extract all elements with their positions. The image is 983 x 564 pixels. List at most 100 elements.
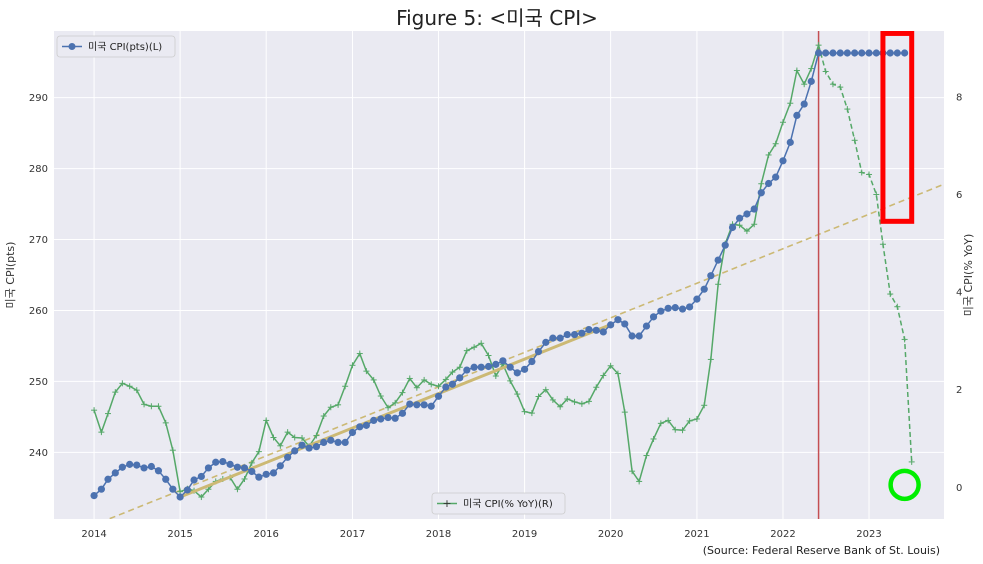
level-point: [614, 316, 622, 324]
legend-yoy-marker: +: [442, 497, 451, 510]
level-point: [779, 157, 787, 165]
x-tick-label: 2016: [253, 529, 278, 540]
level-point: [786, 138, 794, 146]
legend-yoy: + 미국 CPI(% YoY)(R): [431, 492, 566, 515]
level-point: [851, 49, 859, 57]
yoy-point: [629, 468, 636, 475]
level-point: [671, 304, 679, 312]
level-point: [563, 330, 571, 339]
legend-yoy-label: 미국 CPI(% YoY)(R): [463, 498, 553, 510]
level-point: [599, 328, 607, 336]
yoy-point: [299, 434, 306, 441]
level-point: [858, 49, 866, 57]
yoy-point: [413, 384, 420, 391]
yoy-point: [578, 400, 585, 407]
yoy-point: [234, 486, 241, 493]
level-point: [642, 322, 651, 330]
yoy-point: [837, 84, 844, 91]
level-point: [284, 453, 292, 461]
yoy-point: [743, 228, 750, 235]
plot-area: [54, 31, 944, 519]
level-point: [893, 49, 901, 57]
level-point: [427, 402, 435, 410]
right-tick-label: 8: [956, 92, 962, 103]
yoy-point: [335, 401, 342, 408]
yoy-point: [693, 415, 700, 422]
level-point: [542, 338, 550, 346]
level-point: [276, 462, 284, 470]
yoy-point: [356, 350, 363, 357]
level-point: [456, 374, 464, 382]
level-point: [721, 241, 729, 249]
level-point: [97, 485, 105, 493]
x-tick-label: 2014: [81, 529, 106, 540]
level-point: [298, 441, 306, 449]
yoy-point: [291, 434, 298, 441]
yoy-point: [686, 417, 693, 424]
yoy-point: [112, 389, 119, 396]
source-note: (Source: Federal Reserve Bank of St. Lou…: [703, 544, 940, 557]
legend-level: 미국 CPI(pts)(L): [56, 35, 176, 58]
level-point: [657, 307, 665, 315]
level-point: [707, 272, 715, 280]
level-point: [872, 49, 880, 57]
level-point: [693, 295, 701, 303]
yoy-point: [421, 376, 428, 383]
yoy-point: [521, 408, 528, 415]
left-tick-label: 280: [29, 164, 48, 175]
yoy-point: [428, 381, 435, 388]
x-tick-label: 2022: [770, 529, 795, 540]
yoy-point: [866, 171, 873, 178]
yoy-point: [887, 291, 894, 298]
level-point: [320, 438, 328, 446]
x-tick-label: 2020: [598, 529, 623, 540]
yoy-point: [665, 417, 672, 424]
yoy-point: [542, 386, 549, 393]
yoy-point: [255, 448, 262, 455]
level-point: [312, 443, 321, 451]
level-point: [406, 400, 414, 408]
level-point: [836, 49, 844, 57]
level-point: [341, 438, 349, 446]
yoy-point: [873, 191, 880, 198]
yoy-point: [485, 352, 492, 359]
yoy-point: [104, 410, 111, 417]
level-point: [728, 223, 737, 232]
yoy-point: [327, 404, 334, 411]
level-point: [484, 362, 493, 371]
yoy-point: [736, 222, 743, 229]
x-tick-label: 2017: [340, 529, 365, 540]
level-point: [477, 363, 485, 371]
yoy-point: [514, 391, 521, 398]
yoy-point: [442, 376, 449, 383]
yoy-point: [829, 81, 836, 88]
yoy-point: [571, 398, 578, 405]
yoy-point: [657, 420, 664, 427]
level-point: [901, 49, 909, 57]
level-point: [743, 210, 751, 218]
x-tick-label: 2018: [426, 529, 451, 540]
level-point: [420, 401, 428, 409]
level-point: [664, 304, 672, 312]
level-point: [190, 476, 198, 484]
yoy-point: [507, 377, 514, 384]
yoy-point: [119, 380, 126, 387]
level-point: [356, 423, 364, 431]
yoy-point: [449, 369, 456, 376]
level-point: [807, 77, 815, 85]
level-point: [240, 464, 249, 472]
highlight-red-box: [880, 31, 915, 224]
level-point: [183, 486, 192, 494]
right-axis-ticks: 0 2 4 6 8: [956, 92, 962, 493]
level-point: [169, 485, 177, 493]
level-point: [556, 334, 564, 342]
yoy-point: [779, 119, 786, 126]
yoy-point: [822, 68, 829, 75]
yoy-point: [313, 432, 320, 439]
level-point: [520, 365, 529, 373]
yoy-point: [643, 452, 650, 459]
level-point: [434, 392, 443, 400]
yoy-point: [707, 356, 714, 363]
yoy-point: [162, 419, 169, 426]
